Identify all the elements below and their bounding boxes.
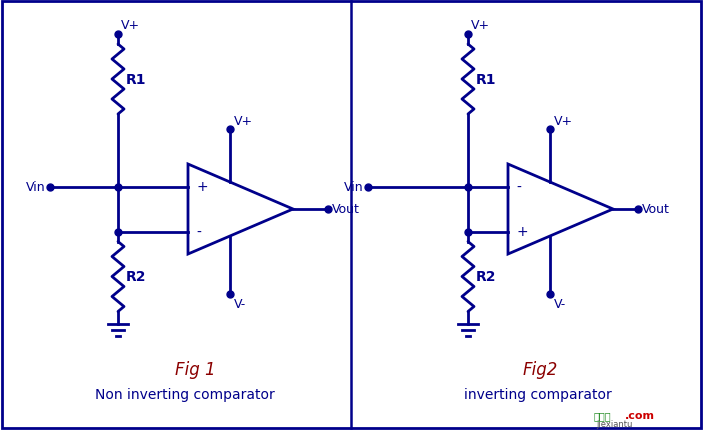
Text: inverting comparator: inverting comparator: [464, 387, 612, 401]
Text: Vin: Vin: [27, 181, 46, 194]
Text: Non inverting comparator: Non inverting comparator: [95, 387, 275, 401]
Text: +: +: [516, 225, 528, 239]
Text: V+: V+: [121, 19, 140, 32]
Text: -: -: [516, 180, 521, 194]
Text: R1: R1: [126, 73, 146, 87]
Text: Fig 1: Fig 1: [174, 360, 215, 378]
Text: jiexiantu: jiexiantu: [596, 420, 633, 429]
Text: Fig2: Fig2: [522, 360, 557, 378]
Text: 挪线图: 挪线图: [594, 410, 612, 420]
Text: R2: R2: [126, 270, 146, 284]
Text: V-: V-: [234, 297, 246, 310]
Text: V+: V+: [554, 115, 573, 128]
Text: Vin: Vin: [344, 181, 364, 194]
Text: V+: V+: [234, 115, 253, 128]
Text: V-: V-: [554, 297, 566, 310]
Text: +: +: [196, 180, 207, 194]
Text: R1: R1: [476, 73, 496, 87]
Text: V+: V+: [471, 19, 490, 32]
Text: Vout: Vout: [332, 203, 360, 216]
Text: Vout: Vout: [642, 203, 670, 216]
Text: R2: R2: [476, 270, 496, 284]
Text: .com: .com: [625, 410, 655, 420]
Text: -: -: [196, 225, 201, 239]
